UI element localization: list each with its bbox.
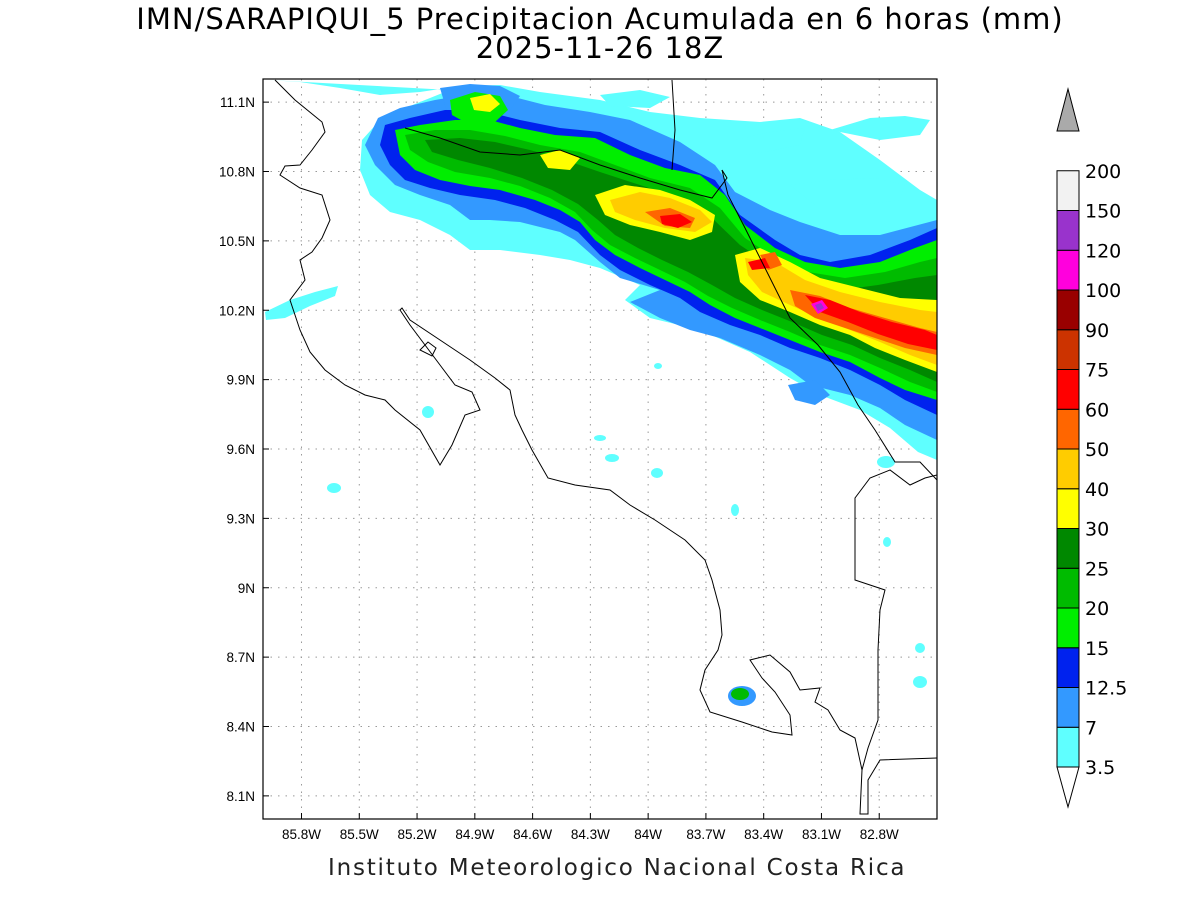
colorbar-label: 120 (1085, 240, 1121, 262)
rain-band-3.5 (830, 116, 930, 140)
rain-band-30 (470, 94, 500, 112)
lat-tick-label: 9.6N (226, 442, 255, 457)
lake-shore (419, 341, 437, 357)
rain-cell (731, 504, 739, 516)
colorbar-label: 30 (1085, 519, 1109, 541)
lon-tick-label: 85.2W (398, 827, 437, 842)
lat-tick-label: 10.5N (219, 234, 255, 249)
lat-tick-label: 10.2N (219, 303, 255, 318)
rain-cell (651, 468, 663, 478)
colorbar-max-arrow (1056, 87, 1080, 132)
lon-tick-label: 83.4W (744, 827, 783, 842)
rain-cell (594, 435, 606, 441)
precipitation-field (265, 80, 937, 706)
colorbar-label: 50 (1085, 439, 1109, 461)
river-border (671, 79, 676, 171)
lat-tick-label: 9.3N (226, 511, 255, 526)
map-datetime: 2025-11-26 18Z (475, 31, 725, 65)
rain-cell (605, 454, 619, 462)
lon-tick-label: 84.9W (455, 827, 494, 842)
colorbar-label: 7 (1085, 717, 1097, 739)
rain-cell (883, 537, 891, 547)
rain-band-50 (760, 252, 782, 270)
rain-cell (913, 676, 927, 688)
rain-band-3.5 (790, 178, 905, 205)
colorbar-label: 75 (1085, 360, 1109, 382)
colorbar-label: 25 (1085, 558, 1109, 580)
rain-cell (915, 643, 925, 653)
lon-tick-label: 84W (634, 827, 662, 842)
colorbar-swatch (1056, 567, 1080, 609)
lon-tick-label: 85.5W (340, 827, 379, 842)
longitude-axis: 85.8W 85.5W 85.2W 84.9W 84.6W 84.3W 84W 83.7W 83… (282, 813, 899, 842)
lon-tick-label: 84.3W (571, 827, 610, 842)
colorbar-swatch (1056, 726, 1080, 768)
lat-tick-label: 8.7N (226, 650, 255, 665)
lat-tick-label: 8.4N (226, 720, 255, 735)
colorbar: 3.5 7 12.5 15 20 25 30 40 50 60 75 90 100 120 150 200 (1056, 87, 1127, 809)
colorbar-label: 15 (1085, 638, 1109, 660)
rain-band-150 (815, 303, 824, 311)
colorbar-label: 20 (1085, 598, 1109, 620)
lon-tick-label: 84.6W (513, 827, 552, 842)
nicaragua-border (404, 127, 728, 199)
colorbar-min-arrow (1056, 766, 1080, 809)
coastline (274, 79, 937, 815)
colorbar-swatch (1056, 210, 1080, 251)
colorbar-swatch (1056, 170, 1080, 211)
rain-band-7 (788, 380, 830, 405)
colorbar-swatch (1056, 289, 1080, 331)
rain-cell (422, 406, 434, 418)
rain-cell (327, 483, 341, 493)
colorbar-swatch (1056, 408, 1080, 450)
latitude-axis: 11.1N 10.8N 10.5N 10.2N 9.9N 9.6N 9.3N 9N 8.7N 8.… (219, 95, 269, 804)
lon-tick-label: 83.1W (802, 827, 841, 842)
colorbar-swatch (1056, 647, 1080, 688)
rain-band-30 (540, 150, 580, 170)
colorbar-swatch (1056, 607, 1080, 649)
colorbar-swatch (1056, 369, 1080, 410)
rain-cell (654, 363, 662, 369)
colorbar-swatch (1056, 488, 1080, 529)
rain-band-3.5 (265, 286, 338, 320)
lon-tick-label: 83.7W (686, 827, 725, 842)
caribbean-coast (721, 169, 937, 481)
rain-band-3.5 (600, 90, 670, 108)
colorbar-label: 200 (1085, 161, 1121, 183)
rain-band-60 (660, 214, 692, 228)
colorbar-label: 12.5 (1085, 678, 1127, 700)
pacific-coast-north (274, 79, 863, 771)
colorbar-swatch (1056, 448, 1080, 490)
footer-credit: Instituto Meteorologico Nacional Costa R… (328, 855, 907, 881)
rain-band-3.5 (735, 128, 805, 155)
lon-tick-label: 85.8W (282, 827, 321, 842)
colorbar-label: 100 (1085, 280, 1121, 302)
lat-tick-label: 9.9N (226, 373, 255, 388)
rain-band-25 (425, 138, 937, 382)
map-title: IMN/SARAPIQUI_5 Precipitacion Acumulada … (136, 2, 1064, 36)
colorbar-swatch (1056, 329, 1080, 370)
lat-tick-label: 11.1N (220, 95, 255, 110)
colorbar-label: 90 (1085, 320, 1109, 342)
lat-tick-label: 8.1N (226, 789, 255, 804)
colorbar-label: 150 (1085, 201, 1121, 223)
colorbar-label: 60 (1085, 399, 1109, 421)
colorbar-label: 40 (1085, 479, 1109, 501)
colorbar-label: 3.5 (1085, 757, 1115, 779)
colorbar-swatch (1056, 249, 1080, 291)
panama-border (854, 469, 937, 815)
lon-tick-label: 82.8W (860, 827, 899, 842)
lat-tick-label: 10.8N (219, 165, 255, 180)
rain-cell (877, 456, 895, 468)
lat-tick-label: 9N (238, 581, 255, 596)
colorbar-swatch (1056, 687, 1080, 728)
rain-band-60 (805, 295, 937, 350)
rain-cell (731, 688, 749, 700)
colorbar-swatch (1056, 528, 1080, 569)
